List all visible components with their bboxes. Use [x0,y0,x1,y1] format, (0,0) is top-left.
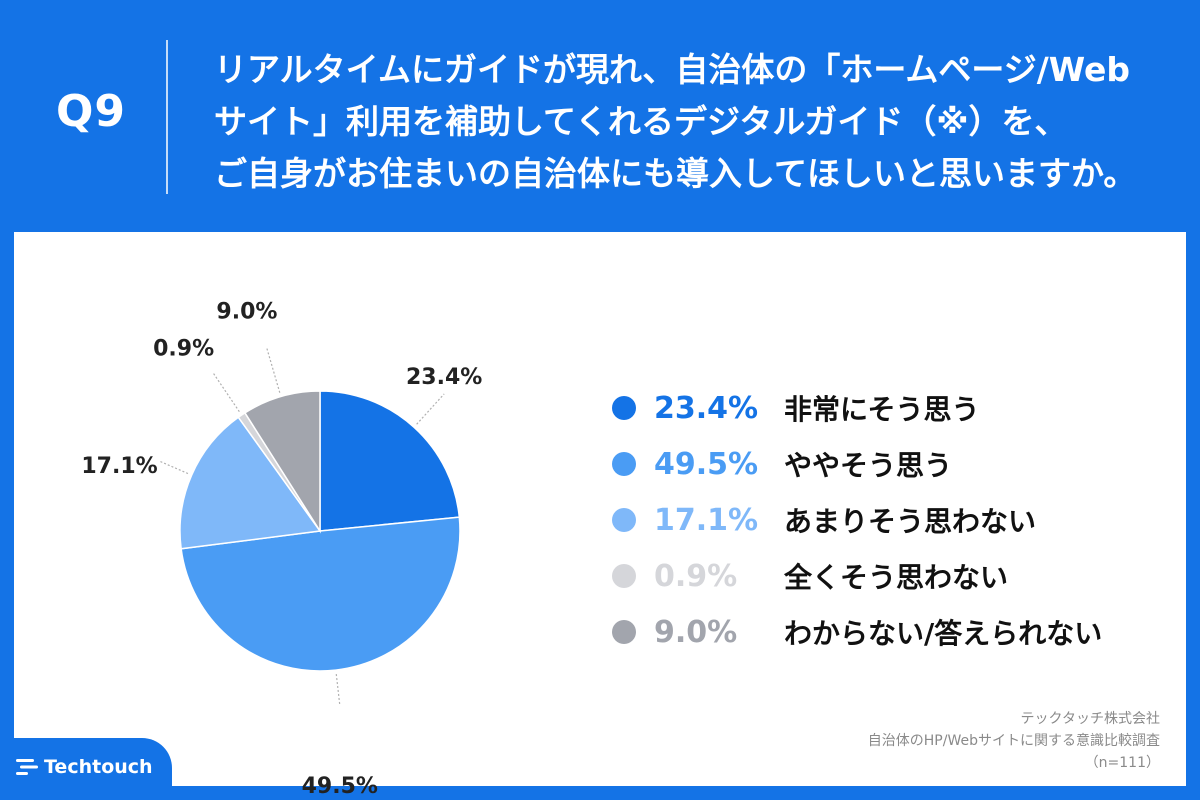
legend-dot [612,564,636,588]
techtouch-logo: Techtouch [16,756,153,778]
legend-item: 0.9% 全くそう思わない [612,548,1172,604]
header-divider [166,40,168,194]
legend-dot [612,396,636,420]
legend-item: 49.5% ややそう思う [612,436,1172,492]
pie-slice-label: 17.1% [81,454,157,479]
question-header: Q9 リアルタイムにガイドが現れ、自治体の「ホームページ/Web サイト」利用を… [0,0,1200,232]
pie-leader-line [335,674,341,705]
legend-value: 23.4% [654,390,759,426]
source-sample: （n=111） [1084,755,1160,771]
source-company: テックタッチ株式会社 [1020,711,1160,727]
pie-slice-label: 0.9% [153,337,214,362]
legend-label: わからない/答えられない [784,617,1103,650]
legend-item: 9.0% わからない/答えられない [612,604,1172,660]
pie-slice [179,416,322,550]
legend-label: ややそう思う [784,449,953,482]
pie-leader-line [416,393,445,425]
pie-slice [319,390,461,532]
question-line-1: リアルタイムにガイドが現れ、自治体の「ホームページ/Web [214,50,1130,89]
pie-slice-label: 9.0% [216,300,277,325]
pie-leader-line [159,460,189,475]
legend-value: 0.9% [654,558,738,594]
pie-labels: 23.4% 49.5% 17.1% 0.9%9.0% [81,300,482,799]
brand-name: Techtouch [44,756,153,778]
logo-tab [0,738,172,800]
pie-slices [179,390,461,672]
legend-label: 非常にそう思う [784,393,980,426]
chart-legend: 23.4% 非常にそう思う 49.5% ややそう思う 17.1% あまりそう思わ… [612,380,1172,660]
pie-slice [180,516,461,672]
legend-label: 全くそう思わない [784,561,1009,594]
source-note: テックタッチ株式会社 自治体のHP/Webサイトに関する意識比較調査 （n=11… [868,708,1160,774]
legend-label: あまりそう思わない [784,505,1037,538]
techtouch-mark-icon [16,759,38,775]
pie-leader-line [266,348,281,393]
source-survey: 自治体のHP/Webサイトに関する意識比較調査 [867,733,1160,749]
legend-value: 49.5% [654,446,759,482]
legend-value: 17.1% [654,502,759,538]
question-line-2: サイト」利用を補助してくれるデジタルガイド（※）を、 [214,102,1068,141]
pie-leader-line [213,373,240,413]
question-line-3: ご自身がお住まいの自治体にも導入してほしいと思いますか。 [214,154,1137,193]
legend-dot [612,452,636,476]
legend-value: 9.0% [654,614,738,650]
question-number: Q9 [56,86,127,137]
question-text: リアルタイムにガイドが現れ、自治体の「ホームページ/Web サイト」利用を補助し… [214,44,1174,200]
legend-dot [612,508,636,532]
legend-item: 23.4% 非常にそう思う [612,380,1172,436]
pie-slice-label: 23.4% [406,365,482,390]
legend-dot [612,620,636,644]
legend-item: 17.1% あまりそう思わない [612,492,1172,548]
pie-slice-label: 49.5% [302,774,378,799]
pie-slice [243,390,321,534]
